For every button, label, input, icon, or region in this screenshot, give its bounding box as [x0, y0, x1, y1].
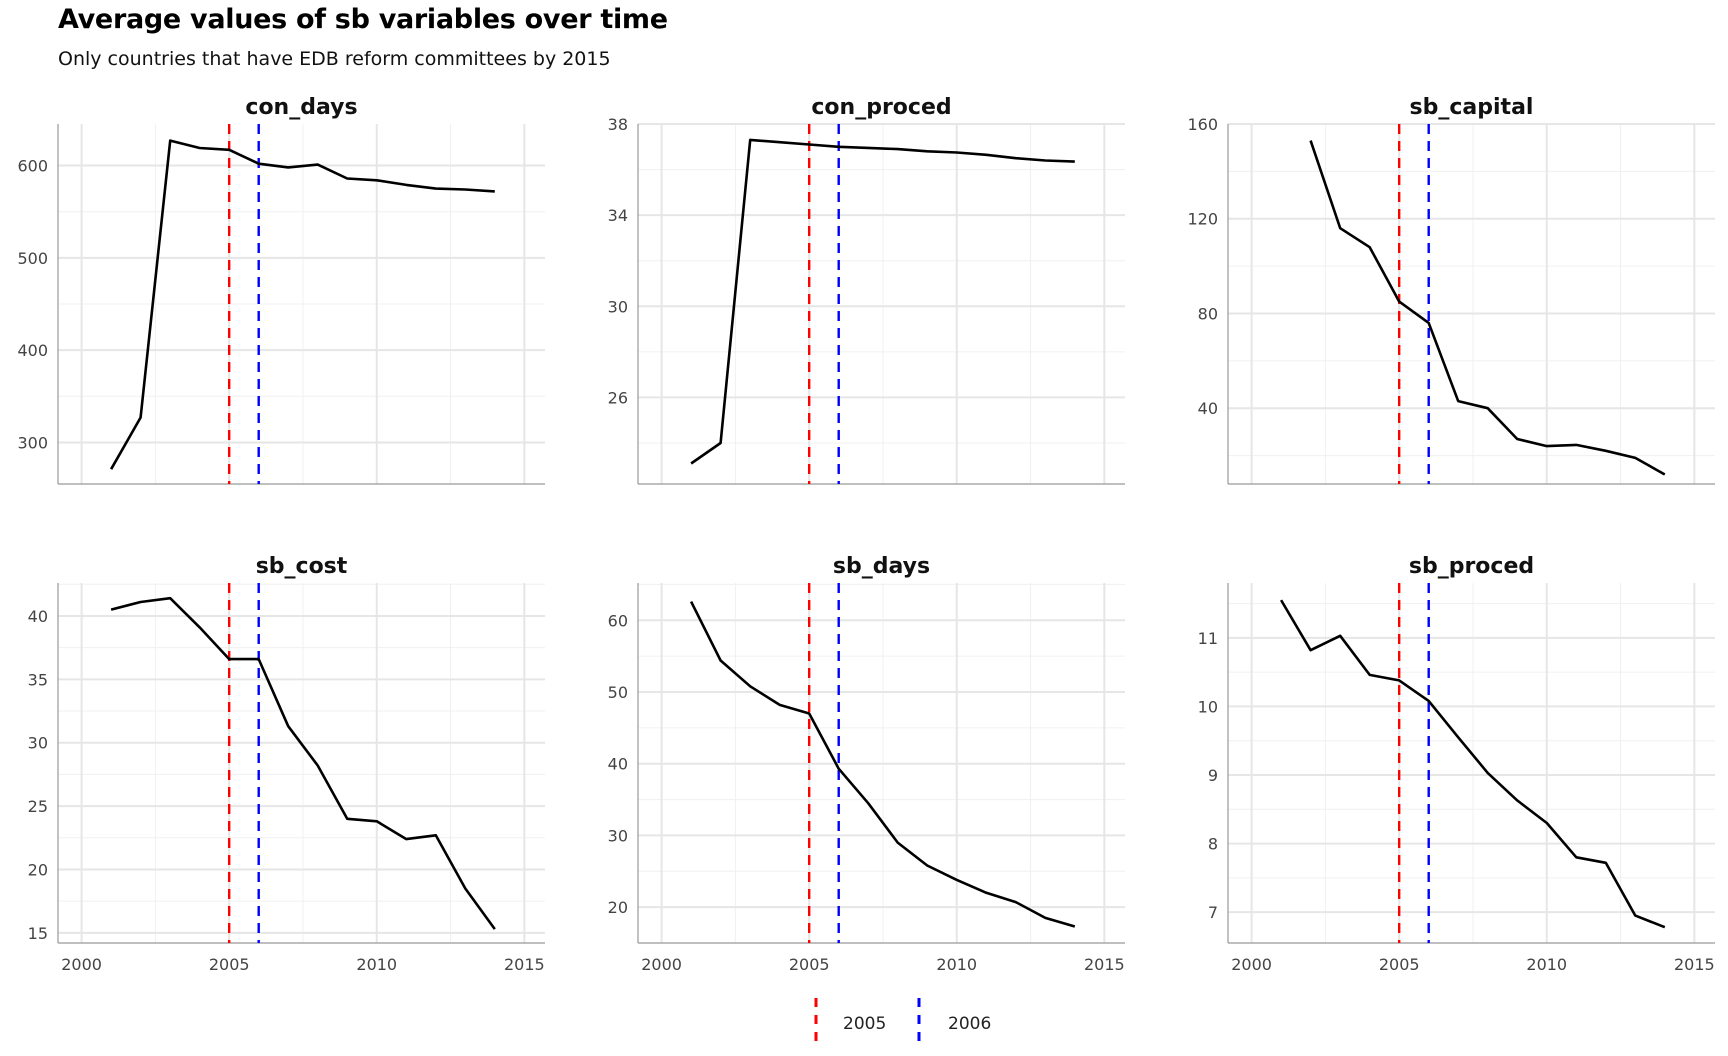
y-tick-label: 8 — [1208, 835, 1218, 854]
panel-sb_cost: 15 20 25 30 35 40 2000 2005 2010 2015 sb_cost — [28, 554, 545, 974]
legend-label-2006: 2006 — [948, 1014, 991, 1034]
y-tick-label: 30 — [608, 297, 628, 316]
x-tick-label: 2010 — [936, 955, 977, 974]
chart-title: Average values of sb variables over time — [58, 4, 668, 35]
facet-panels: 300 400 500 600 con_days 26 30 34 38 con_proced 40… — [17, 95, 1715, 974]
y-tick-label: 11 — [1198, 629, 1218, 648]
chart-subtitle: Only countries that have EDB reform comm… — [58, 48, 611, 70]
series-line-sb_proced — [1279, 599, 1666, 929]
y-tick-label: 120 — [1187, 210, 1218, 229]
legend-label-2005: 2005 — [843, 1014, 886, 1034]
x-tick-label: 2015 — [504, 955, 545, 974]
y-tick-label: 26 — [608, 388, 628, 407]
series-line-sb_days — [689, 601, 1076, 928]
series-line-con_days — [109, 139, 495, 470]
y-tick-label: 50 — [608, 683, 628, 702]
panel-con_proced: 26 30 34 38 con_proced — [608, 95, 1125, 485]
panel-sb_proced: 7 8 9 10 11 2000 2005 2010 2015 sb_proced — [1198, 554, 1715, 974]
y-tick-label: 300 — [17, 433, 48, 452]
x-tick-label: 2000 — [61, 955, 102, 974]
x-tick-label: 2005 — [789, 955, 830, 974]
x-tick-label: 2000 — [641, 955, 682, 974]
facet-title-con_proced: con_proced — [811, 95, 951, 120]
x-tick-label: 2010 — [356, 955, 397, 974]
y-tick-label: 60 — [608, 611, 628, 630]
y-tick-label: 30 — [608, 826, 628, 845]
panel-sb_days: 20 30 40 50 60 2000 2005 2010 2015 sb_days — [608, 554, 1125, 974]
facet-title-sb_proced: sb_proced — [1409, 554, 1534, 579]
y-tick-label: 400 — [17, 341, 48, 360]
series-line-con_proced — [690, 138, 1075, 465]
y-tick-label: 160 — [1187, 115, 1218, 134]
y-tick-label: 20 — [28, 860, 48, 879]
x-tick-label: 2000 — [1231, 955, 1272, 974]
y-tick-label: 600 — [17, 157, 48, 176]
y-tick-label: 34 — [608, 206, 628, 225]
y-tick-label: 40 — [28, 607, 48, 626]
series-line-sb_cost — [110, 596, 496, 930]
y-tick-label: 80 — [1198, 304, 1218, 323]
y-tick-label: 35 — [28, 670, 48, 689]
y-tick-label: 25 — [28, 797, 48, 816]
y-tick-label: 40 — [608, 755, 628, 774]
y-tick-label: 500 — [17, 249, 48, 268]
x-tick-label: 2010 — [1526, 955, 1567, 974]
facet-title-con_days: con_days — [245, 95, 357, 120]
x-tick-label: 2005 — [1379, 955, 1420, 974]
y-tick-label: 40 — [1198, 399, 1218, 418]
y-tick-label: 7 — [1208, 903, 1218, 922]
facet-title-sb_capital: sb_capital — [1410, 95, 1534, 120]
x-tick-label: 2015 — [1674, 955, 1715, 974]
y-tick-label: 20 — [608, 898, 628, 917]
x-tick-label: 2005 — [209, 955, 250, 974]
facet-title-sb_days: sb_days — [833, 554, 930, 579]
y-tick-label: 15 — [28, 924, 48, 943]
y-tick-label: 10 — [1198, 697, 1218, 716]
y-tick-label: 38 — [608, 115, 628, 134]
y-tick-label: 9 — [1208, 766, 1218, 785]
y-tick-label: 30 — [28, 734, 48, 753]
facet-title-sb_cost: sb_cost — [256, 554, 348, 579]
x-tick-label: 2015 — [1084, 955, 1125, 974]
series-line-sb_capital — [1309, 140, 1666, 476]
panel-sb_capital: 40 80 120 160 sb_capital — [1187, 95, 1715, 485]
legend: 2005 2006 — [814, 998, 991, 1044]
panel-con_days: 300 400 500 600 con_days — [17, 95, 545, 485]
